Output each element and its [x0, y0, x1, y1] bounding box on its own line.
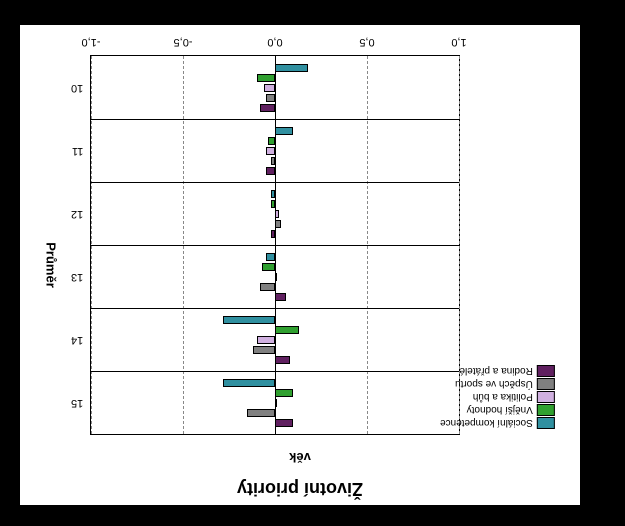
panel-separator: [91, 371, 459, 372]
bar: [271, 190, 275, 198]
bar: [253, 346, 275, 354]
bar: [275, 399, 277, 407]
bar: [257, 336, 275, 344]
bar: [268, 137, 275, 145]
bar: [275, 210, 279, 218]
bar: [275, 389, 293, 397]
panel-separator: [91, 245, 459, 246]
bar: [275, 326, 299, 334]
legend-swatch: [537, 404, 555, 416]
bar: [266, 94, 275, 102]
bar: [266, 253, 275, 261]
bar: [275, 127, 293, 135]
legend-item: Rodina a přátelé: [440, 365, 555, 377]
legend-item: Politika a bůh: [440, 391, 555, 403]
bar: [271, 157, 275, 165]
legend-label: Rodina a přátelé: [460, 366, 533, 377]
bar: [260, 104, 275, 112]
bar: [257, 74, 275, 82]
ytick-label: 0,0: [267, 36, 282, 48]
legend-label: Vnější hodnoty: [467, 405, 533, 416]
legend-swatch: [537, 365, 555, 377]
bar: [275, 220, 281, 228]
bar: [262, 263, 275, 271]
bar: [247, 409, 275, 417]
bar: [223, 379, 275, 387]
category-label: 14: [71, 334, 83, 346]
bar: [275, 293, 286, 301]
ytick-label: -1,0: [82, 36, 101, 48]
legend-label: Politika a bůh: [473, 392, 533, 403]
bar: [275, 419, 293, 427]
category-label: 15: [71, 397, 83, 409]
legend-label: Sociální kompetence: [440, 418, 533, 429]
bar: [264, 84, 275, 92]
legend-swatch: [537, 417, 555, 429]
ytick-label: 1,0: [451, 36, 466, 48]
legend-item: Vnější hodnoty: [440, 404, 555, 416]
ytick-label: 0,5: [359, 36, 374, 48]
category-label: 13: [71, 271, 83, 283]
bar: [275, 273, 277, 281]
panel-separator: [91, 182, 459, 183]
bar: [275, 356, 290, 364]
xaxis-title: věk: [20, 450, 580, 465]
panel-separator: [91, 308, 459, 309]
legend-swatch: [537, 378, 555, 390]
chart-title: Životní priority: [20, 478, 580, 499]
ytick-label: -0,5: [174, 36, 193, 48]
category-label: 11: [72, 145, 83, 157]
yaxis-title: Průměr: [43, 242, 58, 288]
bar: [266, 147, 275, 155]
bar: [271, 230, 275, 238]
bar: [271, 200, 275, 208]
legend-swatch: [537, 391, 555, 403]
bar: [266, 167, 275, 175]
panel-separator: [91, 119, 459, 120]
bar: [223, 316, 275, 324]
category-label: 12: [71, 208, 83, 220]
legend: Sociální kompetence Vnější hodnoty Politik…: [440, 364, 555, 430]
legend-label: Úspěch ve sportu: [455, 379, 533, 390]
category-label: 10: [71, 82, 83, 94]
bar: [260, 283, 275, 291]
legend-item: Sociální kompetence: [440, 417, 555, 429]
legend-item: Úspěch ve sportu: [440, 378, 555, 390]
plot-area: -1,0-0,50,00,51,0101112131415: [90, 55, 460, 435]
bar: [275, 64, 308, 72]
